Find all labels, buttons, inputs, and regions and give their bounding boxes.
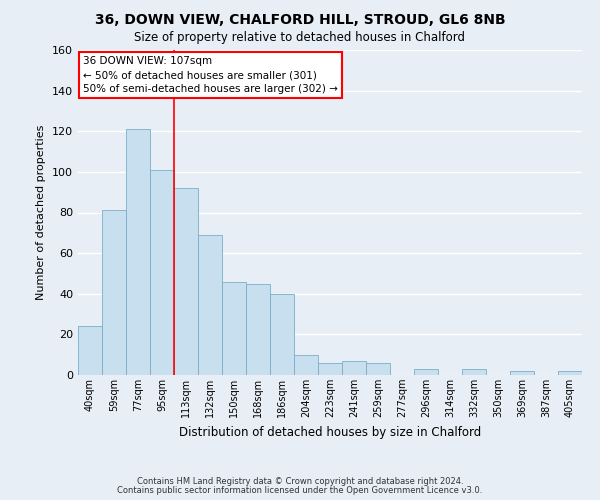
Bar: [246, 284, 270, 375]
Bar: [462, 369, 486, 375]
Bar: [294, 354, 318, 375]
Bar: [510, 371, 534, 375]
Text: 36, DOWN VIEW, CHALFORD HILL, STROUD, GL6 8NB: 36, DOWN VIEW, CHALFORD HILL, STROUD, GL…: [95, 12, 505, 26]
Y-axis label: Number of detached properties: Number of detached properties: [37, 125, 46, 300]
Text: Size of property relative to detached houses in Chalford: Size of property relative to detached ho…: [134, 31, 466, 44]
Bar: [126, 129, 150, 375]
Text: Contains HM Land Registry data © Crown copyright and database right 2024.: Contains HM Land Registry data © Crown c…: [137, 477, 463, 486]
Bar: [150, 170, 174, 375]
X-axis label: Distribution of detached houses by size in Chalford: Distribution of detached houses by size …: [179, 426, 481, 438]
Bar: [78, 326, 102, 375]
Bar: [222, 282, 246, 375]
Bar: [342, 361, 366, 375]
Bar: [198, 235, 222, 375]
Text: 36 DOWN VIEW: 107sqm
← 50% of detached houses are smaller (301)
50% of semi-deta: 36 DOWN VIEW: 107sqm ← 50% of detached h…: [83, 56, 338, 94]
Bar: [318, 363, 342, 375]
Bar: [558, 371, 582, 375]
Bar: [174, 188, 198, 375]
Bar: [270, 294, 294, 375]
Bar: [366, 363, 390, 375]
Text: Contains public sector information licensed under the Open Government Licence v3: Contains public sector information licen…: [118, 486, 482, 495]
Bar: [414, 369, 438, 375]
Bar: [102, 210, 126, 375]
